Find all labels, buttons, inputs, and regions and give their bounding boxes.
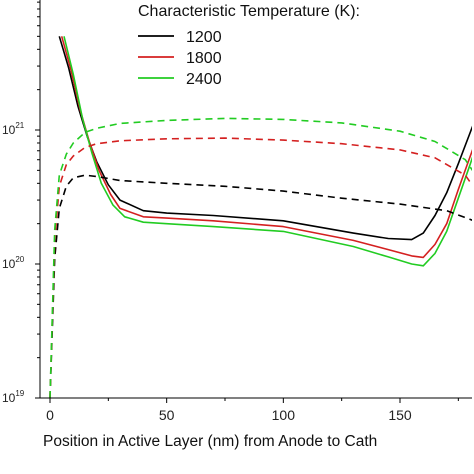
ticks-layer: 0 50 100 150 20 1019 1020 1021 <box>2 1 459 423</box>
x-tick-label: 50 <box>159 407 175 423</box>
y-tick-label: 1020 <box>2 255 25 271</box>
series-line-1800-solid <box>60 36 472 259</box>
series-layer <box>49 36 472 398</box>
y-tick-label: 1019 <box>2 389 25 405</box>
x-tick-label: 150 <box>388 407 412 423</box>
series-line-1800-dashed <box>49 137 472 398</box>
axes-layer <box>39 0 472 399</box>
y-tick-label: 1021 <box>2 121 25 137</box>
legend-title: Characteristic Temperature (K): <box>138 3 360 20</box>
y-tick-exponent: 19 <box>15 389 24 398</box>
legend-label-2400: 2400 <box>186 71 222 88</box>
legend: Characteristic Temperature (K): 1200 1800… <box>138 3 360 88</box>
series-line-2400-solid <box>63 36 472 267</box>
series-line-2400-dashed <box>49 117 472 398</box>
legend-label-1800: 1800 <box>186 50 222 67</box>
legend-label-1200: 1200 <box>186 29 222 46</box>
x-tick-label: 0 <box>46 407 54 423</box>
y-tick-exponent: 20 <box>15 255 24 264</box>
series-line-1200-dashed <box>49 174 472 398</box>
x-tick-label: 100 <box>272 407 296 423</box>
x-axis-title: Position in Active Layer (nm) from Anode… <box>43 433 377 450</box>
y-tick-exponent: 21 <box>15 121 24 130</box>
